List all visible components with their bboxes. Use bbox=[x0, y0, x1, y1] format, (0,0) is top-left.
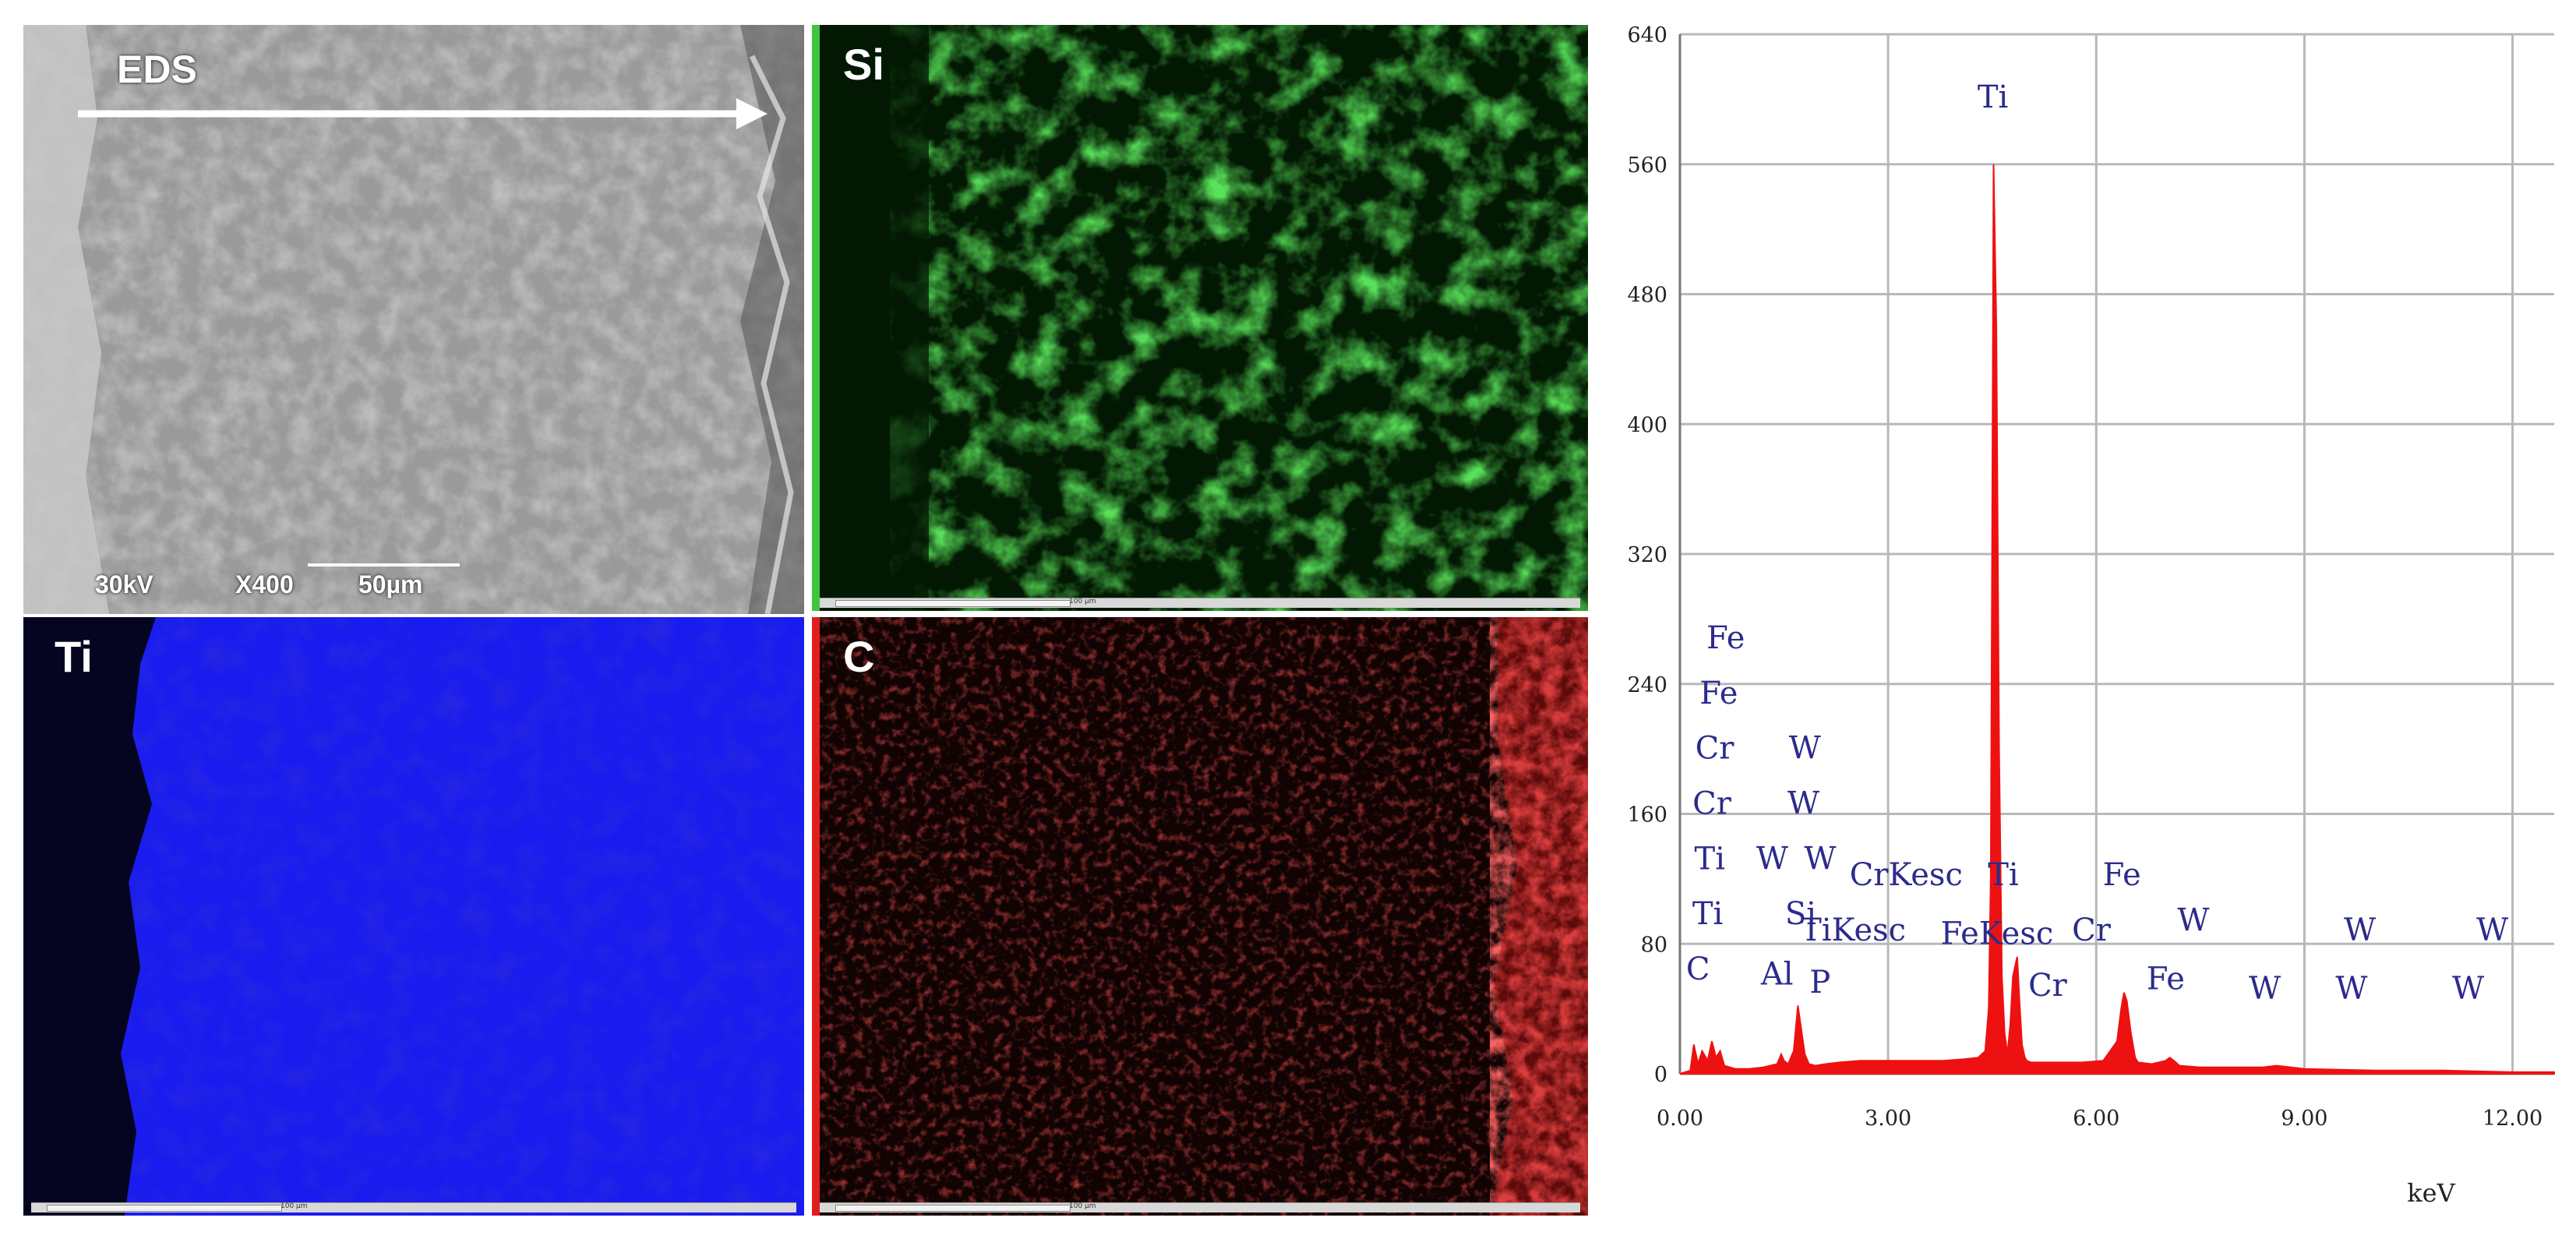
peak-label: Fe bbox=[1699, 676, 1738, 711]
x-tick-label: 3.00 bbox=[1865, 1107, 1911, 1131]
x-axis-label: keV bbox=[2407, 1178, 2455, 1208]
eds-spectrum-chart: 0 80 160 240 320 400 480 560 640 0.00 3.00 6.00 9.00… bbox=[1627, 23, 2555, 1208]
y-tick-label: 240 bbox=[1627, 673, 1667, 697]
peak-label: P bbox=[1809, 965, 1830, 1001]
sem-voltage: 30kV bbox=[95, 570, 154, 598]
peak-label: W bbox=[2452, 971, 2484, 1007]
si-map-scrollbar-thumb[interactable] bbox=[835, 600, 1071, 607]
peak-label: Si bbox=[1785, 896, 1816, 932]
y-tick-label: 0 bbox=[1654, 1063, 1667, 1087]
peak-label: Fe bbox=[2147, 962, 2185, 997]
sem-texture bbox=[23, 25, 804, 614]
peak-label: W bbox=[1789, 731, 1821, 767]
y-tick-label: 400 bbox=[1627, 413, 1667, 437]
c-map-scale-text: 100 µm bbox=[1069, 1202, 1096, 1210]
y-tick-label: 320 bbox=[1627, 543, 1667, 567]
peak-label: Cr bbox=[1692, 786, 1732, 822]
ti-map-scrollbar-thumb[interactable] bbox=[47, 1205, 282, 1212]
ti-map-panel: Ti 100 µm bbox=[23, 617, 804, 1216]
chart-series bbox=[1679, 164, 2555, 1075]
si-map-label: Si bbox=[843, 40, 884, 89]
c-map-texture bbox=[812, 617, 1588, 1216]
peak-label: FeKesc bbox=[1941, 916, 2054, 951]
c-map-edge bbox=[812, 617, 820, 1216]
ti-map-texture bbox=[23, 617, 804, 1216]
peak-label: TiKesc bbox=[1801, 912, 1906, 948]
peak-label: W bbox=[2344, 912, 2376, 948]
si-map-texture bbox=[812, 25, 1588, 611]
peak-label: Al bbox=[1760, 956, 1794, 992]
c-map-scrollbar-thumb[interactable] bbox=[835, 1205, 1071, 1212]
peak-label: W bbox=[2476, 912, 2508, 948]
spectrum-series-0 bbox=[1679, 164, 2555, 1075]
y-tick-label: 480 bbox=[1627, 284, 1667, 308]
peak-label: Fe bbox=[2103, 857, 2141, 893]
peak-label: W bbox=[2335, 971, 2367, 1007]
peak-label: W bbox=[2249, 971, 2281, 1007]
sem-magnification: X400 bbox=[235, 570, 294, 598]
peak-label: Cr bbox=[2072, 912, 2112, 948]
si-map-scale-text: 100 µm bbox=[1069, 598, 1096, 605]
peak-label: Cr bbox=[1696, 731, 1735, 767]
peak-label: W bbox=[1804, 841, 1836, 877]
sem-eds-label: EDS bbox=[117, 48, 197, 91]
peak-label: Cr bbox=[2028, 968, 2068, 1004]
ti-map-scale-text: 100 µm bbox=[281, 1202, 308, 1210]
x-tick-label: 9.00 bbox=[2281, 1107, 2327, 1131]
si-map-edge bbox=[812, 25, 820, 611]
si-map-panel: Si 100 µm bbox=[812, 25, 1588, 611]
peak-label: W bbox=[1756, 841, 1788, 877]
x-tick-label: 12.00 bbox=[2482, 1107, 2542, 1131]
si-map-scrollbar[interactable]: 100 µm bbox=[820, 598, 1580, 608]
peak-label: C bbox=[1686, 951, 1710, 987]
x-tick-label: 0.00 bbox=[1657, 1107, 1703, 1131]
ti-map-label: Ti bbox=[55, 632, 93, 681]
peak-label: W bbox=[1787, 786, 1819, 822]
y-tick-label: 80 bbox=[1641, 933, 1667, 957]
peak-label: W bbox=[2177, 903, 2209, 939]
peak-label: CrKesc bbox=[1850, 857, 1963, 893]
peak-label: Ti bbox=[1695, 841, 1725, 877]
y-tick-label: 560 bbox=[1627, 154, 1667, 178]
peak-label: Fe bbox=[1706, 620, 1745, 656]
c-map-label: C bbox=[843, 632, 875, 681]
sem-micrograph-panel: EDS 30kV X400 50µm bbox=[23, 25, 804, 614]
c-map-panel: C 100 µm bbox=[812, 617, 1588, 1216]
c-map-scrollbar[interactable]: 100 µm bbox=[820, 1202, 1580, 1212]
peak-label: Ti bbox=[1988, 857, 2018, 893]
ti-map-scrollbar[interactable]: 100 µm bbox=[31, 1202, 796, 1212]
peak-label: Ti bbox=[1692, 896, 1723, 932]
y-tick-label: 640 bbox=[1627, 23, 1667, 48]
y-tick-label: 160 bbox=[1627, 803, 1667, 828]
sem-scale-label: 50µm bbox=[358, 570, 423, 598]
peak-label: Ti bbox=[1978, 79, 2008, 115]
x-tick-label: 6.00 bbox=[2073, 1107, 2119, 1131]
